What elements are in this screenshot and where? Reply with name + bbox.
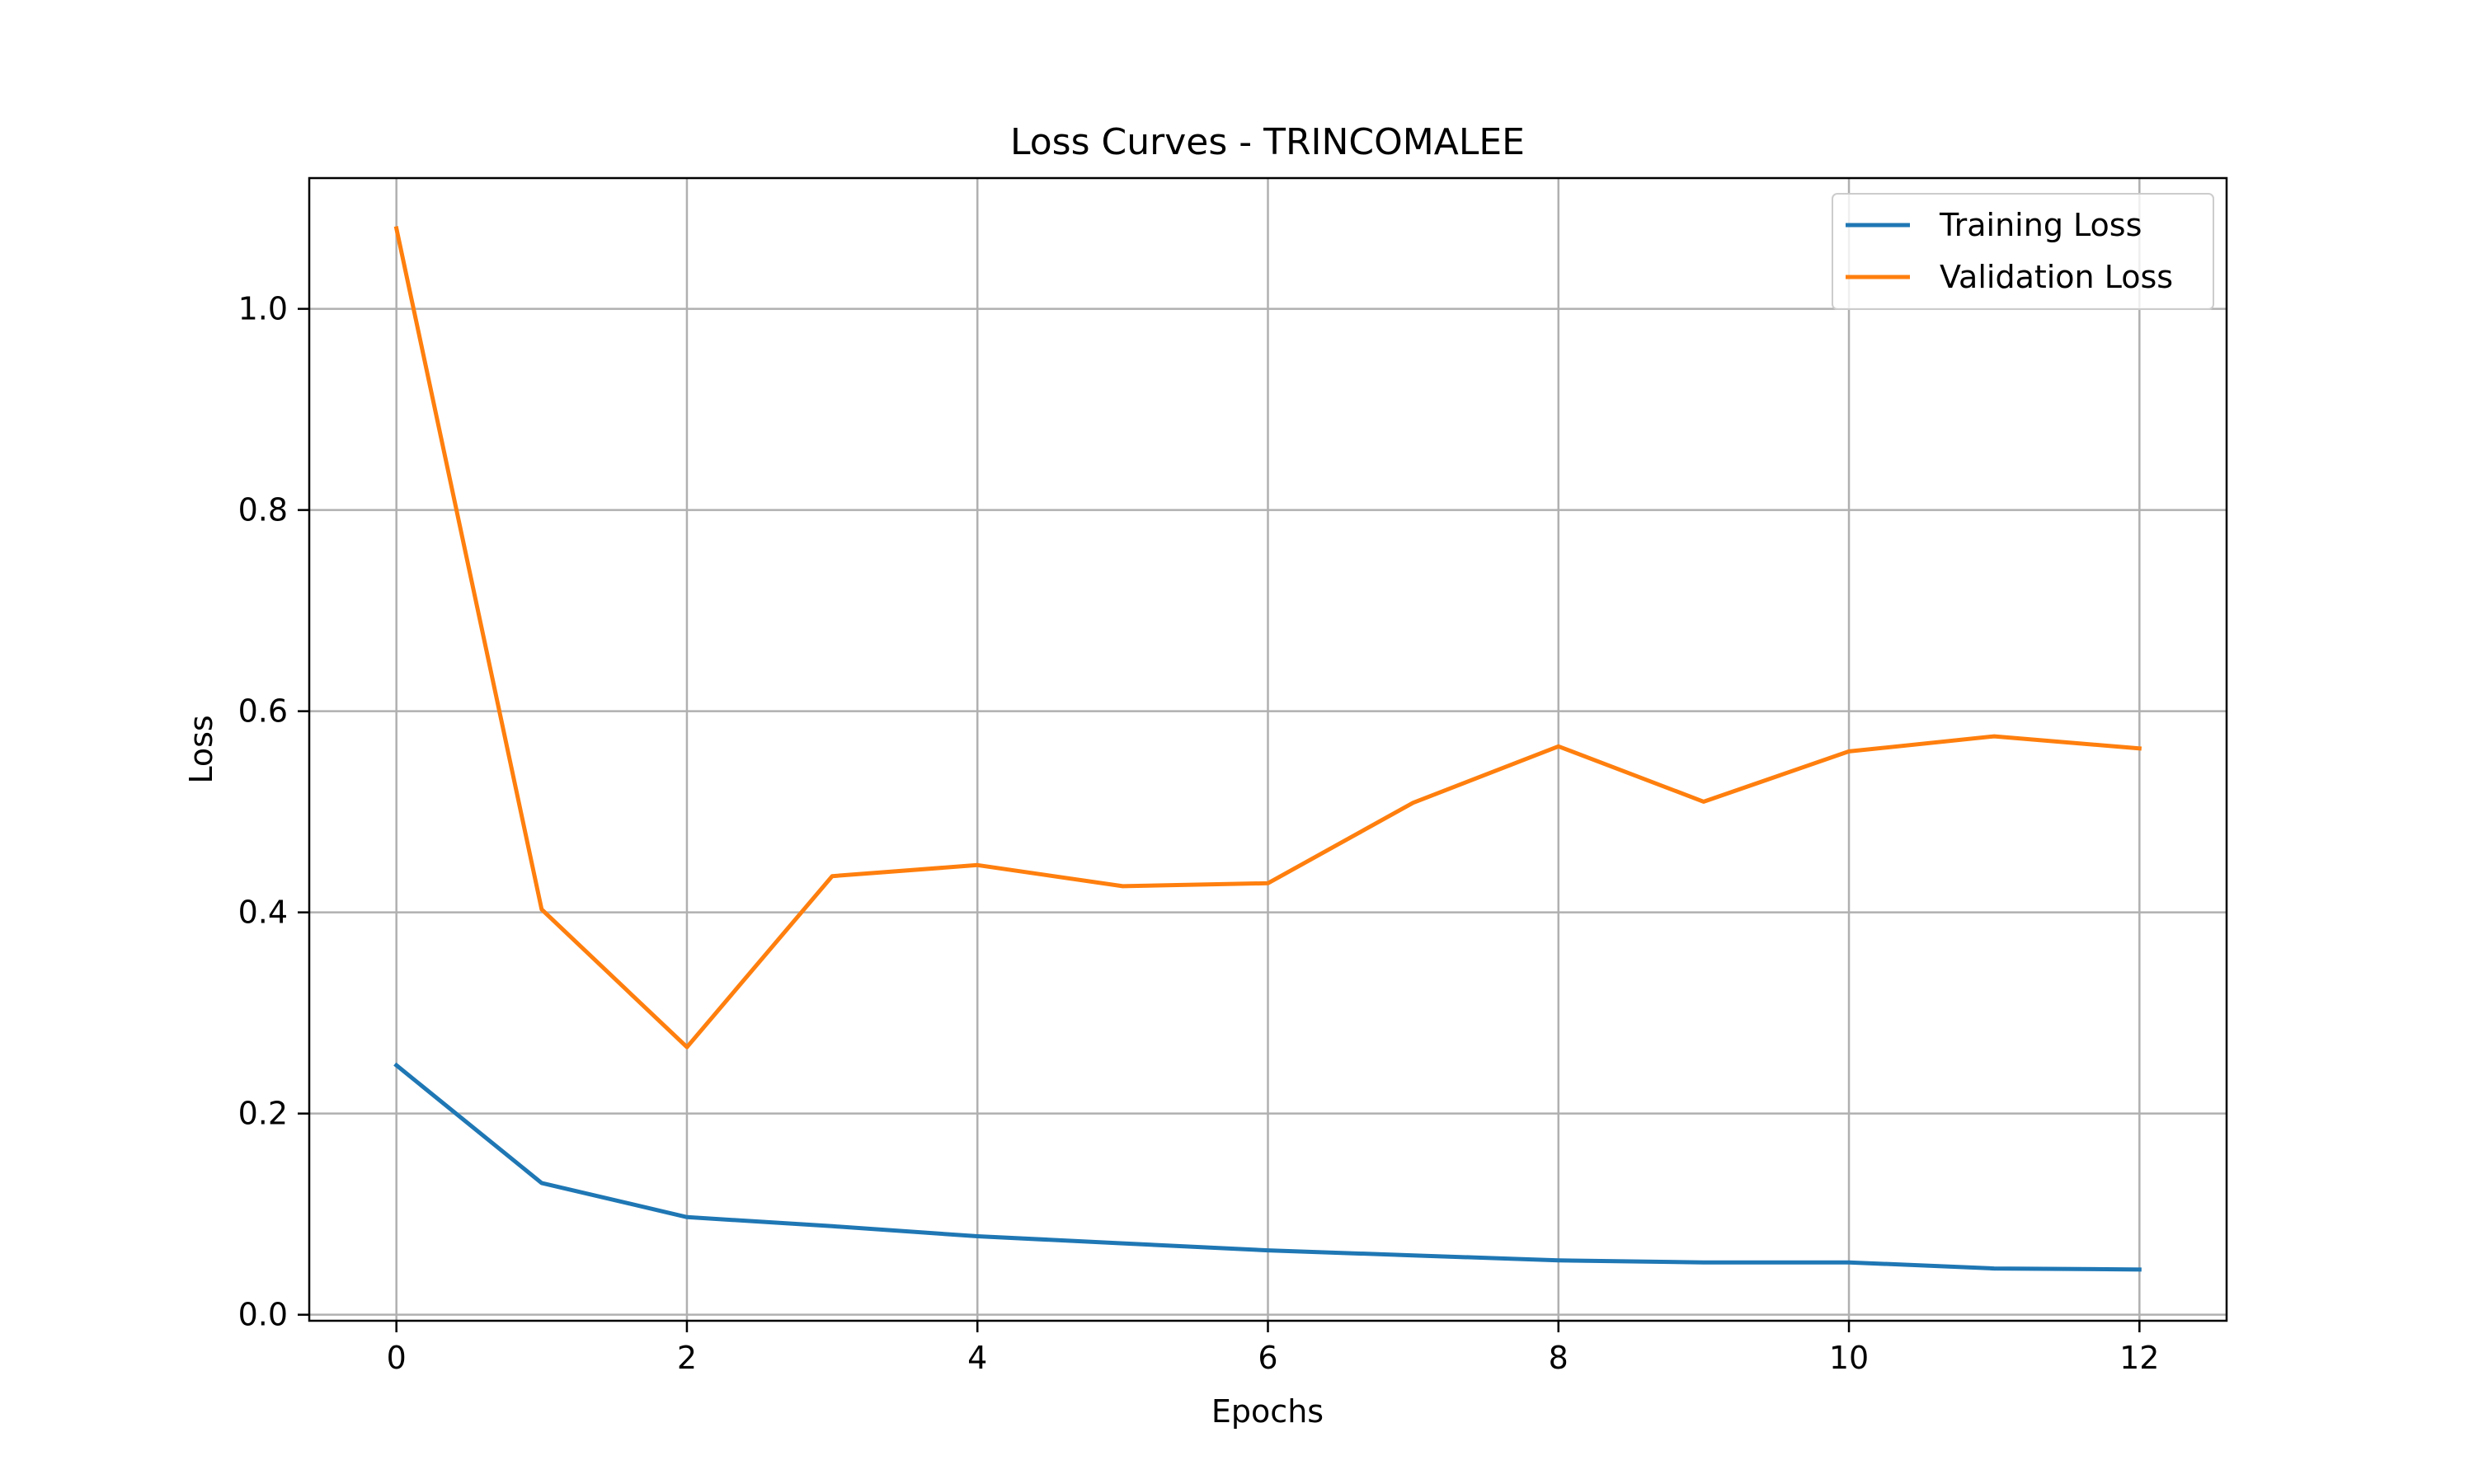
series-lines — [393, 226, 2142, 1272]
y-tick-label: 0.2 — [238, 1096, 288, 1132]
axis-ticks: 0 2 4 6 8 10 12 0.0 0.2 0.4 0.6 0.8 1.0 — [238, 291, 2160, 1376]
y-axis-label: Loss — [183, 715, 219, 783]
legend-box — [1832, 193, 2214, 310]
x-tick-label: 10 — [1829, 1340, 1869, 1376]
y-tick-label: 1.0 — [238, 291, 288, 327]
y-tick-label: 0.0 — [238, 1297, 288, 1333]
legend-label-validation-loss: Validation Loss — [1940, 259, 2173, 295]
x-tick-label: 2 — [677, 1340, 697, 1376]
y-tick-label: 0.6 — [238, 693, 288, 730]
x-tick-label: 12 — [2119, 1340, 2159, 1376]
training-loss-line — [393, 1062, 2142, 1272]
validation-loss-line — [393, 226, 2142, 1050]
y-tick-label: 0.4 — [238, 895, 288, 931]
grid-lines — [309, 178, 2227, 1321]
x-tick-label: 0 — [387, 1340, 407, 1376]
legend-label-training-loss: Training Loss — [1939, 207, 2142, 243]
chart-title: Loss Curves - TRINCOMALEE — [1010, 121, 1525, 163]
legend: Training Loss Validation Loss — [1832, 193, 2214, 310]
x-axis-label: Epochs — [1211, 1393, 1324, 1430]
x-tick-label: 6 — [1258, 1340, 1277, 1376]
y-tick-label: 0.8 — [238, 492, 288, 528]
x-tick-label: 8 — [1549, 1340, 1569, 1376]
x-tick-label: 4 — [967, 1340, 987, 1376]
